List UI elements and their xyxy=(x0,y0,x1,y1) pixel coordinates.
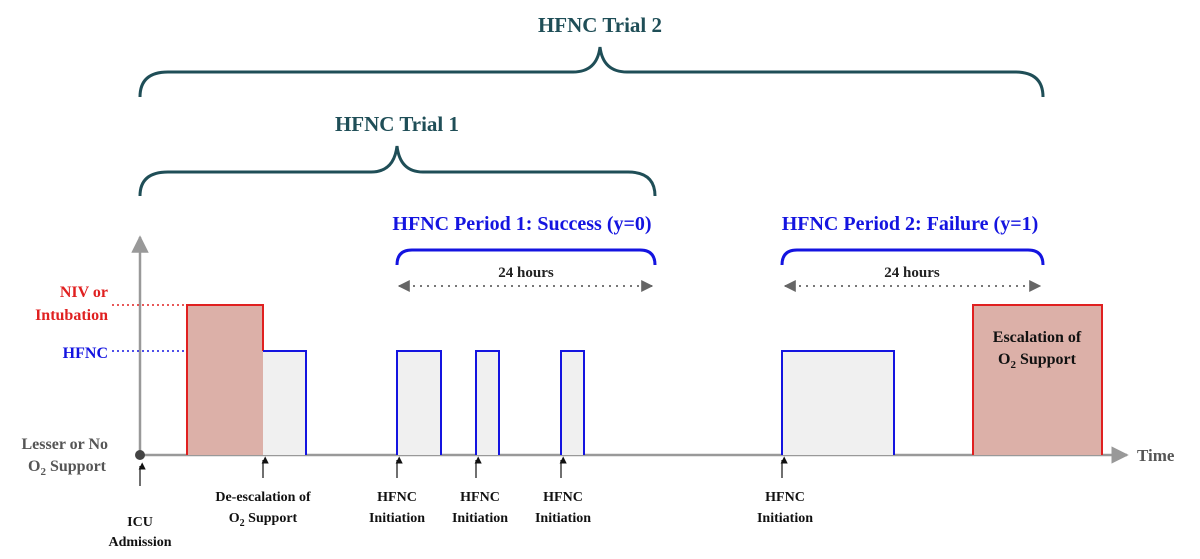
icu-admission-line1: ICU xyxy=(127,515,153,530)
period1-brace xyxy=(395,248,657,266)
origin-dot xyxy=(135,450,145,460)
hfnc-level-label: HFNC xyxy=(63,345,108,362)
init3-line1: HFNC xyxy=(543,490,583,505)
deescalation-line2: O2 Support xyxy=(229,511,298,529)
trial2-label: HFNC Trial 2 xyxy=(538,13,662,37)
init3-line2: Initiation xyxy=(535,511,591,526)
trial1-label: HFNC Trial 1 xyxy=(335,112,459,136)
niv-level-line2: Intubation xyxy=(35,307,108,324)
hfnc-block-1-outline xyxy=(396,350,442,455)
hfnc-block-deescalation-outline xyxy=(263,350,307,455)
init2-line1: HFNC xyxy=(460,490,500,505)
trial2-group: HFNC Trial 2 xyxy=(138,13,1045,98)
niv-block xyxy=(187,305,263,455)
period2-group: HFNC Period 2: Failure (y=1) 24 hours xyxy=(780,213,1045,292)
hfnc-block-4 xyxy=(782,351,894,455)
period2-label: HFNC Period 2: Failure (y=1) xyxy=(782,213,1039,235)
lesser-level-line1: Lesser or No xyxy=(21,436,108,453)
init4-line1: HFNC xyxy=(765,490,805,505)
niv-block-outline xyxy=(186,304,264,455)
init1-line2: Initiation xyxy=(369,511,425,526)
init2-line2: Initiation xyxy=(452,511,508,526)
init4-line2: Initiation xyxy=(757,511,813,526)
escalation-block-outline xyxy=(972,304,1103,455)
escalation-label-line1: Escalation of xyxy=(993,329,1082,346)
time-label: Time xyxy=(1137,446,1175,465)
period1-duration: 24 hours xyxy=(498,265,554,281)
escalation-label-line2: O2 Support xyxy=(998,351,1077,371)
period2-duration: 24 hours xyxy=(884,265,940,281)
period1-label: HFNC Period 1: Success (y=0) xyxy=(392,213,651,235)
icu-admission-line2: Admission xyxy=(108,535,171,550)
escalation-block xyxy=(973,305,1102,455)
hfnc-block-2 xyxy=(476,351,499,455)
hfnc-block-1 xyxy=(397,351,441,455)
trial2-brace xyxy=(138,46,1045,98)
deescalation-line1: De-escalation of xyxy=(215,490,311,505)
period1-group: HFNC Period 1: Success (y=0) 24 hours xyxy=(392,213,657,292)
hfnc-block-deescalation xyxy=(263,351,306,455)
lesser-level-line2: O2 Support xyxy=(28,458,107,478)
hfnc-block-4-outline xyxy=(781,350,895,455)
hfnc-block-3 xyxy=(561,351,584,455)
niv-level-line1: NIV or xyxy=(60,284,108,301)
hfnc-block-3-outline xyxy=(560,350,585,455)
hfnc-block-2-outline xyxy=(475,350,500,455)
trial1-group: HFNC Trial 1 xyxy=(138,112,657,197)
trial1-brace xyxy=(138,145,657,197)
period2-brace xyxy=(780,248,1045,266)
init1-line1: HFNC xyxy=(377,490,417,505)
